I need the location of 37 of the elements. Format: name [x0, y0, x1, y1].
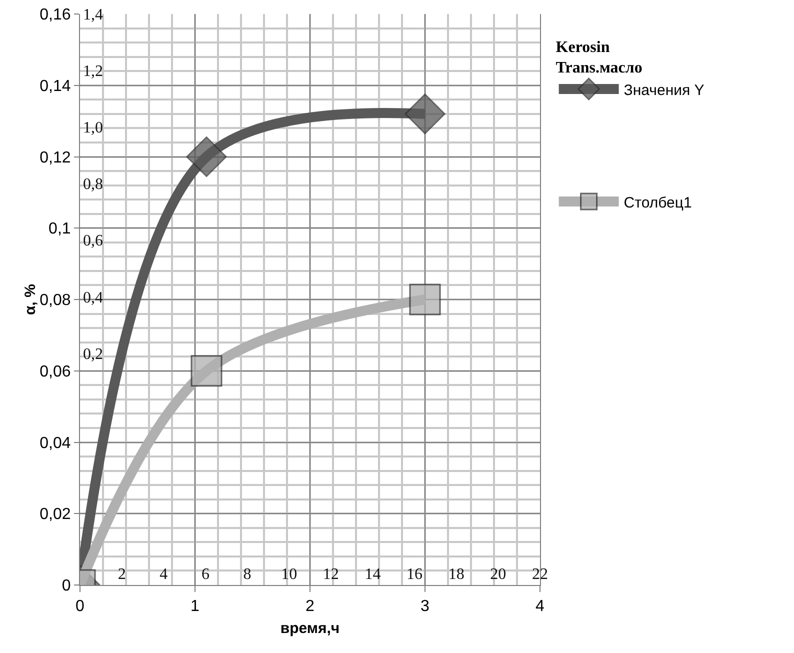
x-tick-label: 4: [536, 598, 545, 616]
x-tick-label: 0: [76, 598, 85, 616]
y-tick-label: 0,12: [40, 149, 71, 166]
y-tick-label: 0,08: [40, 292, 71, 310]
x2-tick-label: 16: [406, 566, 423, 583]
y2-tick-label: 1,2: [83, 63, 103, 80]
x-tick-label: 3: [420, 598, 430, 616]
y2-tick-label: 1,0: [83, 120, 103, 137]
x2-tick-label: 4: [160, 566, 168, 583]
legend-title: Kerosin Trans.масло: [556, 38, 642, 77]
y2-tick-label: 0,8: [83, 176, 103, 194]
x2-tick-label: 10: [281, 566, 298, 583]
y2-tick-label: 0,6: [83, 232, 103, 250]
y2-tick-label: 0,4: [83, 289, 103, 306]
x2-tick-label: 20: [490, 566, 506, 583]
x-tick-label: 1: [190, 598, 200, 616]
y-tick-label: 0,1: [48, 220, 71, 238]
x2-tick-label: 2: [118, 566, 126, 583]
y2-tick-label: 1,4: [83, 6, 103, 24]
x2-tick-label: 22: [532, 566, 548, 583]
x-tick-label: 2: [306, 598, 315, 616]
x2-tick-label: 6: [201, 566, 210, 583]
x2-tick-label: 12: [322, 566, 339, 583]
y-axis-title: α, %: [22, 284, 39, 315]
x2-tick-label: 8: [243, 566, 252, 583]
y-tick-label: 0,16: [40, 6, 71, 24]
x-axis-title: время,ч: [280, 620, 340, 638]
y-tick-label: 0,06: [40, 363, 71, 380]
y-tick-label: 0,14: [40, 78, 71, 95]
y-tick-label: 0,02: [40, 506, 71, 524]
legend-label: Значения Y: [624, 82, 704, 99]
y-tick-label: 0,04: [40, 434, 71, 452]
y2-tick-label: 0,2: [83, 346, 103, 363]
y-tick-label: 0: [62, 578, 71, 595]
legend-label: Столбец1: [624, 194, 692, 212]
x2-tick-label: 14: [364, 566, 381, 583]
x2-tick-label: 18: [448, 566, 464, 583]
